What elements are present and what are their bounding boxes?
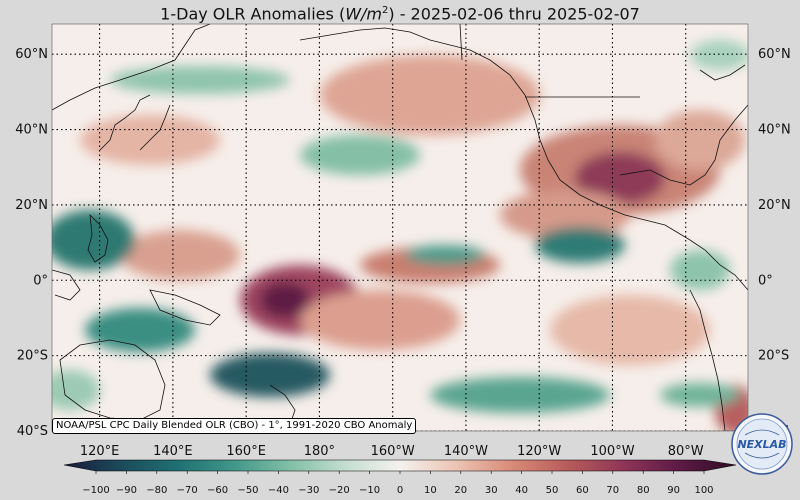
colorbar-tick-label: −40	[268, 485, 289, 496]
lat-label-left: 40°N	[15, 123, 48, 138]
coastline-hudson-bay	[699, 64, 746, 81]
colorbar-tick-label: −30	[298, 485, 319, 496]
coastlines	[52, 24, 748, 431]
lon-label: 140°W	[444, 444, 488, 459]
lon-label: 100°W	[590, 444, 634, 459]
colorbar-tick-label: −70	[177, 485, 198, 496]
colorbar-tick-label: 10	[424, 485, 437, 496]
olr-anomaly-field	[52, 24, 748, 431]
logo-arc-top	[744, 429, 780, 436]
anomaly-blob-australia	[52, 370, 100, 410]
logo-arc-bottom	[744, 452, 780, 459]
lon-label: 140°E	[153, 444, 193, 459]
colorbar: −100 −90 −80 −70 −60 −50 −40 −30 −20 −10 0 10 20 30 40…	[63, 459, 737, 496]
lat-label-left: 20°S	[17, 349, 48, 364]
coastline-borneo	[52, 269, 81, 301]
lon-label: 80°W	[668, 444, 704, 459]
colorbar-tick-label: 100	[694, 485, 713, 496]
coastline-west-america	[524, 94, 691, 241]
lon-label: 180°	[304, 444, 335, 459]
colorbar-tick-label: −20	[329, 485, 350, 496]
anomaly-blob-north-pacific-negative	[300, 135, 420, 175]
lon-label: 160°E	[226, 444, 266, 459]
lon-label: 120°E	[80, 444, 120, 459]
lat-label-right: 0°	[758, 273, 773, 288]
anomaly-blob-kamchatka	[110, 66, 290, 94]
gridlines	[52, 24, 748, 431]
data-credit: NOAA/PSL CPC Daily Blended OLR (CBO) - 1…	[52, 418, 417, 434]
anomaly-blob-new-guinea	[85, 308, 195, 352]
lat-label-left: 20°N	[15, 198, 48, 213]
title-prefix: 1-Day OLR Anomalies (	[160, 4, 346, 24]
anomaly-blob-southeast-negative	[430, 377, 610, 413]
anomaly-blob-central-strong	[260, 282, 310, 318]
anomaly-blob-south-central	[300, 290, 460, 350]
colorbar-tick-label: −60	[207, 485, 228, 496]
anomaly-blob-philippines	[52, 210, 135, 270]
colorbar-tick-label: −50	[237, 485, 258, 496]
nexlab-logo[interactable]: NEXLAB	[731, 413, 793, 475]
coastline-new-zealand	[269, 384, 296, 426]
anomaly-blob-east-pacific	[500, 190, 630, 240]
lat-label-right: 40°N	[758, 123, 791, 138]
coastline-west-south-america	[689, 289, 726, 431]
colorbar-tick-label: −90	[116, 485, 137, 496]
colorbar-ticks: −100 −90 −80 −70 −60 −50 −40 −30 −20 −10 0 10 20 30 40…	[82, 471, 714, 496]
colorbar-tick-label: −10	[359, 485, 380, 496]
latitude-labels-right: 60°N40°N20°N0°20°S40°S	[758, 47, 791, 439]
colorbar-tick-label: 60	[576, 485, 589, 496]
anomaly-blobs	[52, 40, 748, 431]
logo-text: NEXLAB	[737, 438, 786, 451]
colorbar-tick-label: −100	[82, 485, 109, 496]
colorbar-tick-label: 80	[637, 485, 650, 496]
coastline-alaska	[299, 27, 526, 96]
coastline-china	[99, 94, 151, 151]
logo-inner-ring	[736, 418, 788, 470]
longitude-labels: 120°E 140°E 160°E 180° 160°W 140°W 120°W 100°W 8…	[80, 444, 704, 459]
anomaly-blob-equatorial-negative	[405, 245, 485, 265]
lat-label-right: 20°S	[758, 349, 789, 364]
anomaly-blob-amazon	[670, 250, 730, 290]
lon-label: 160°W	[371, 444, 415, 459]
title-suffix: ) - 2025-02-06 thru 2025-02-07	[388, 4, 640, 24]
lon-label: 120°W	[517, 444, 561, 459]
anomaly-blob-south-atlantic	[660, 383, 740, 407]
colorbar-bar	[63, 459, 737, 472]
latitude-labels-left: 60°N 40°N 20°N 0° 20°S 40°S	[15, 47, 48, 439]
title-unit-exponent: 2	[381, 5, 389, 16]
colorbar-tick-label: 0	[397, 485, 403, 496]
lat-label-left: 60°N	[15, 47, 48, 62]
anomaly-blob-atlantic	[655, 110, 745, 170]
lat-label-right: 20°N	[758, 198, 791, 213]
anomaly-blob-west-pacific	[120, 230, 240, 280]
colorbar-tick-label: 50	[546, 485, 559, 496]
coastline-gulf-of-mexico	[619, 104, 748, 186]
coastline-north-south-america	[689, 239, 748, 291]
colorbar-tick-label: 90	[667, 485, 680, 496]
title-unit: W/m	[345, 4, 382, 24]
colorbar-tick-label: 70	[606, 485, 619, 496]
anomaly-blob-canada	[690, 40, 748, 70]
anomaly-blob-mexico-strong	[575, 152, 665, 204]
coastline-australia	[59, 339, 166, 421]
colorbar-tick-label: 20	[454, 485, 467, 496]
colorbar-tick-label: 40	[515, 485, 528, 496]
coastline-east-asia	[52, 24, 211, 111]
anomaly-blob-south-pacific-strong	[210, 353, 330, 397]
lat-label-right: 60°N	[758, 47, 791, 62]
anomaly-blob-east-pacific-negative	[535, 227, 625, 263]
lat-label-left: 0°	[33, 273, 48, 288]
colorbar-tick-label: 30	[485, 485, 498, 496]
coastline-new-guinea	[149, 289, 221, 326]
lat-label-left: 40°S	[17, 424, 48, 439]
anomaly-blob-north-pacific	[320, 55, 540, 135]
colorbar-tick-label: −80	[146, 485, 167, 496]
map-title: 1-Day OLR Anomalies (W/m2) - 2025-02-06 …	[0, 0, 800, 24]
anomaly-blob-southeast-pacific	[550, 295, 710, 365]
